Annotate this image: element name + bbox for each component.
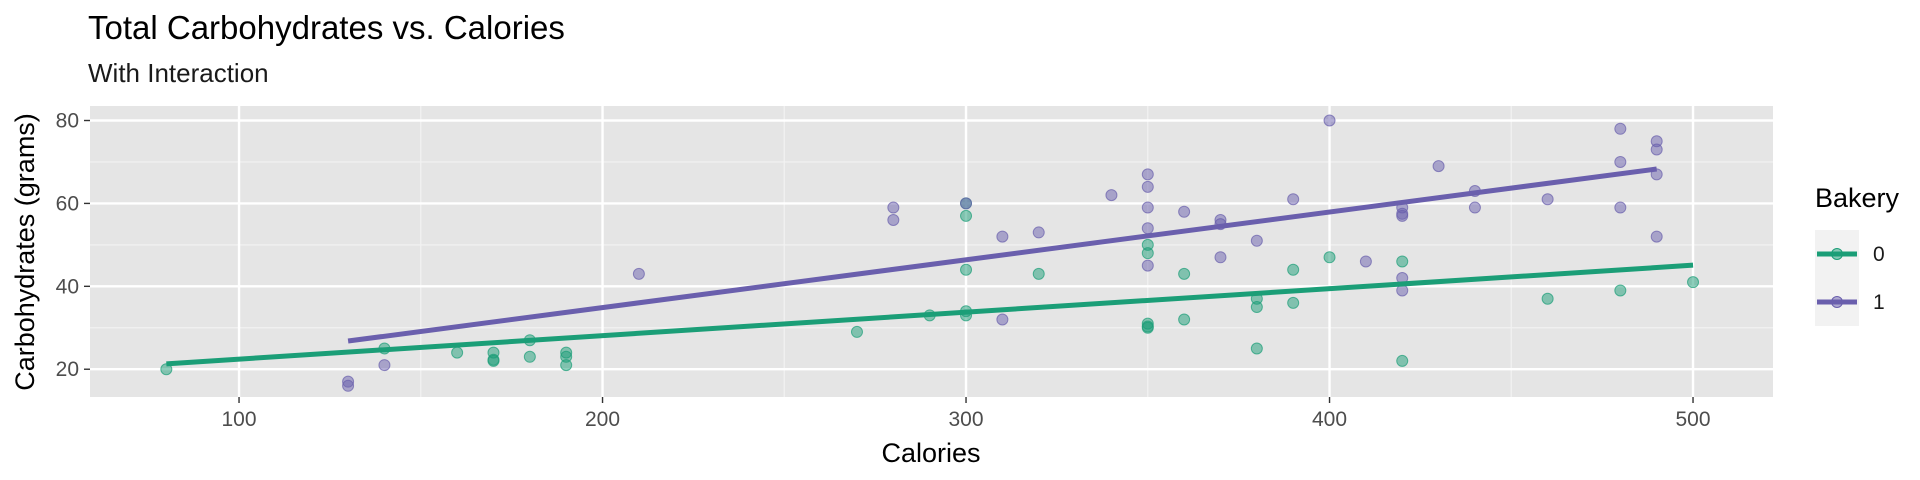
point-bakery-0 bbox=[1396, 255, 1409, 268]
point-bakery-0 bbox=[1687, 276, 1700, 289]
point-bakery-1 bbox=[1178, 205, 1191, 218]
x-axis-title: Calories bbox=[881, 438, 980, 468]
point-bakery-0 bbox=[960, 263, 973, 276]
point-bakery-1 bbox=[1287, 193, 1300, 206]
point-bakery-1 bbox=[1614, 155, 1627, 168]
point-bakery-0 bbox=[1178, 267, 1191, 280]
legend-label: 1 bbox=[1873, 291, 1885, 314]
point-bakery-1 bbox=[1141, 180, 1154, 193]
point-bakery-1 bbox=[1032, 226, 1045, 239]
point-bakery-0 bbox=[1614, 284, 1627, 297]
x-tick-label: 200 bbox=[585, 408, 620, 431]
legend-label: 0 bbox=[1873, 243, 1885, 266]
chart-subtitle: With Interaction bbox=[88, 58, 269, 88]
y-tick-label: 20 bbox=[56, 358, 79, 381]
legend-title: Bakery bbox=[1815, 183, 1900, 213]
legend-key-point bbox=[1831, 296, 1843, 308]
point-bakery-0 bbox=[1250, 301, 1263, 314]
y-tick-label: 80 bbox=[56, 110, 79, 133]
point-bakery-0 bbox=[1141, 320, 1154, 333]
fit-line-bakery-0 bbox=[166, 262, 1694, 367]
point-bakery-1 bbox=[1250, 234, 1263, 247]
point-bakery-1 bbox=[887, 213, 900, 226]
fit-line-bakery-1 bbox=[347, 166, 1658, 344]
point-bakery-1 bbox=[342, 379, 355, 392]
point-bakery-0 bbox=[451, 346, 464, 359]
x-tick-label: 500 bbox=[1676, 408, 1711, 431]
point-bakery-1 bbox=[1614, 201, 1627, 214]
data-points bbox=[160, 114, 1700, 392]
point-bakery-0 bbox=[1287, 296, 1300, 309]
point-bakery-1 bbox=[960, 197, 973, 210]
point-bakery-1 bbox=[1141, 222, 1154, 235]
y-axis: 20 40 60 80 bbox=[56, 110, 90, 381]
point-bakery-1 bbox=[887, 201, 900, 214]
x-axis: 100 200 300 400 500 bbox=[222, 397, 1711, 431]
y-axis-title: Carbohydrates (grams) bbox=[10, 113, 40, 391]
point-bakery-1 bbox=[1396, 207, 1409, 220]
legend: Bakery 0 1 bbox=[1815, 183, 1900, 326]
point-bakery-1 bbox=[996, 230, 1009, 243]
point-bakery-0 bbox=[1323, 251, 1336, 264]
point-bakery-1 bbox=[1359, 255, 1372, 268]
point-bakery-1 bbox=[1141, 201, 1154, 214]
point-bakery-0 bbox=[1141, 247, 1154, 260]
point-bakery-1 bbox=[1541, 193, 1554, 206]
point-bakery-0 bbox=[1250, 342, 1263, 355]
point-bakery-0 bbox=[1287, 263, 1300, 276]
point-bakery-0 bbox=[1178, 313, 1191, 326]
point-bakery-1 bbox=[996, 313, 1009, 326]
point-bakery-0 bbox=[1396, 354, 1409, 367]
y-tick-label: 40 bbox=[56, 275, 79, 298]
point-bakery-1 bbox=[1141, 259, 1154, 272]
point-bakery-1 bbox=[1214, 251, 1227, 264]
point-bakery-1 bbox=[1432, 160, 1445, 173]
y-tick-label: 60 bbox=[56, 192, 79, 215]
point-bakery-0 bbox=[1032, 267, 1045, 280]
point-bakery-1 bbox=[378, 359, 391, 372]
point-bakery-1 bbox=[632, 267, 645, 280]
point-bakery-1 bbox=[1323, 114, 1336, 127]
fit-lines bbox=[166, 166, 1694, 367]
x-tick-label: 400 bbox=[1312, 408, 1347, 431]
point-bakery-0 bbox=[960, 209, 973, 222]
point-bakery-1 bbox=[1650, 143, 1663, 156]
point-bakery-1 bbox=[1105, 189, 1118, 202]
point-bakery-0 bbox=[487, 353, 500, 366]
point-bakery-0 bbox=[523, 350, 536, 363]
point-bakery-0 bbox=[560, 359, 573, 372]
point-bakery-1 bbox=[1614, 122, 1627, 135]
legend-key-point bbox=[1831, 248, 1843, 260]
point-bakery-1 bbox=[1650, 230, 1663, 243]
x-tick-label: 100 bbox=[222, 408, 257, 431]
x-tick-label: 300 bbox=[949, 408, 984, 431]
point-bakery-1 bbox=[1141, 168, 1154, 181]
point-bakery-1 bbox=[1468, 201, 1481, 214]
point-bakery-0 bbox=[850, 325, 863, 338]
chart-title: Total Carbohydrates vs. Calories bbox=[88, 9, 565, 46]
point-bakery-0 bbox=[1541, 292, 1554, 305]
